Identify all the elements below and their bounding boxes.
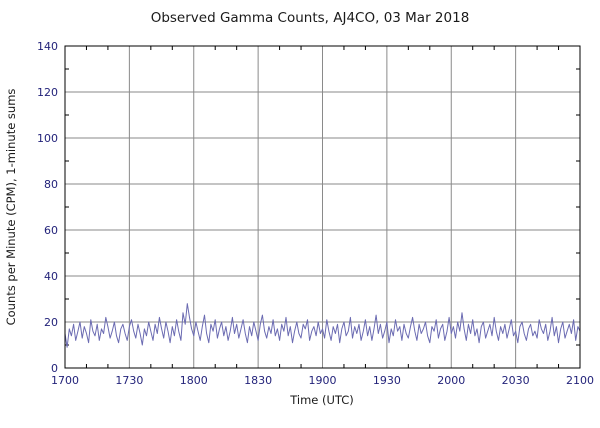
x-axis-label: Time (UTC): [289, 393, 354, 407]
y-tick-label: 80: [44, 178, 58, 191]
x-tick-label: 1800: [180, 374, 208, 387]
y-tick-label: 40: [44, 270, 58, 283]
y-tick-label: 20: [44, 316, 58, 329]
y-tick-label: 0: [51, 362, 58, 375]
plot-border: [64, 45, 581, 369]
x-tick-label: 2000: [437, 374, 465, 387]
y-axis-label: Counts per Minute (CPM), 1-minute sums: [4, 89, 18, 326]
y-tick-label: 140: [37, 40, 58, 53]
x-tick-label: 2030: [502, 374, 530, 387]
chart-title: Observed Gamma Counts, AJ4CO, 03 Mar 201…: [151, 10, 470, 26]
x-tick-label: 1830: [244, 374, 272, 387]
x-tick-label: 2100: [566, 374, 594, 387]
x-tick-label: 1730: [115, 374, 143, 387]
data-series: [64, 303, 581, 348]
tick-labels: 1700 1730 1800 1830 1900 1930 2000 2030 2100 0 20 4…: [37, 40, 594, 387]
x-tick-label: 1700: [51, 374, 79, 387]
y-tick-label: 100: [37, 132, 58, 145]
gamma-counts-line: [64, 303, 581, 348]
gridlines: [65, 46, 580, 368]
x-tick-label: 1900: [309, 374, 337, 387]
x-tick-label: 1930: [373, 374, 401, 387]
y-tick-label: 60: [44, 224, 58, 237]
y-tick-label: 120: [37, 86, 58, 99]
minor-ticks: [65, 46, 580, 368]
